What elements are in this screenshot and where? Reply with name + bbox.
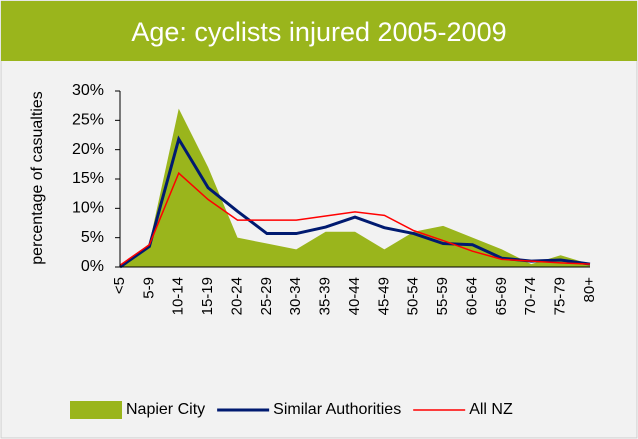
legend-label: Similar Authorities (273, 401, 401, 418)
title-bar (1, 1, 637, 61)
line (119, 135, 591, 269)
legend-label: All NZ (469, 401, 513, 418)
y-tick-label: 5% (81, 229, 104, 246)
x-tick-label: 55-59 (434, 277, 451, 315)
y-tick-label: 30% (72, 82, 104, 99)
x-tick-label: 45-49 (375, 277, 392, 315)
y-tick-label: 0% (81, 258, 104, 275)
x-tick-label: 30-34 (287, 277, 304, 315)
line (119, 171, 591, 266)
y-tick-label: 25% (72, 112, 104, 129)
x-tick-label: 25-29 (258, 277, 275, 315)
chart-title: Age: cyclists injured 2005-2009 (131, 17, 506, 47)
x-tick-label: 5-9 (140, 277, 157, 299)
x-tick-label: 70-74 (522, 277, 539, 315)
x-tick-label: 10-14 (170, 277, 187, 315)
x-tick-label: 35-39 (317, 277, 334, 315)
x-tick-label: 60-64 (463, 277, 480, 315)
x-tick-label: 65-69 (493, 277, 510, 315)
y-tick-label: 15% (72, 170, 104, 187)
x-tick-label: 40-44 (346, 277, 363, 315)
x-tick-label: 80+ (581, 277, 598, 303)
x-tick-label: 20-24 (228, 277, 245, 315)
legend-swatch (70, 401, 122, 419)
x-tick-label: <5 (111, 277, 128, 294)
x-tick-label: 15-19 (199, 277, 216, 315)
legend-label: Napier City (126, 401, 205, 418)
y-tick-label: 10% (72, 200, 104, 217)
area (120, 108, 590, 267)
y-tick-label: 20% (72, 141, 104, 158)
y-axis-label: percentage of casualties (29, 91, 46, 264)
x-tick-label: 50-54 (405, 277, 422, 315)
x-tick-label: 75-79 (552, 277, 569, 315)
